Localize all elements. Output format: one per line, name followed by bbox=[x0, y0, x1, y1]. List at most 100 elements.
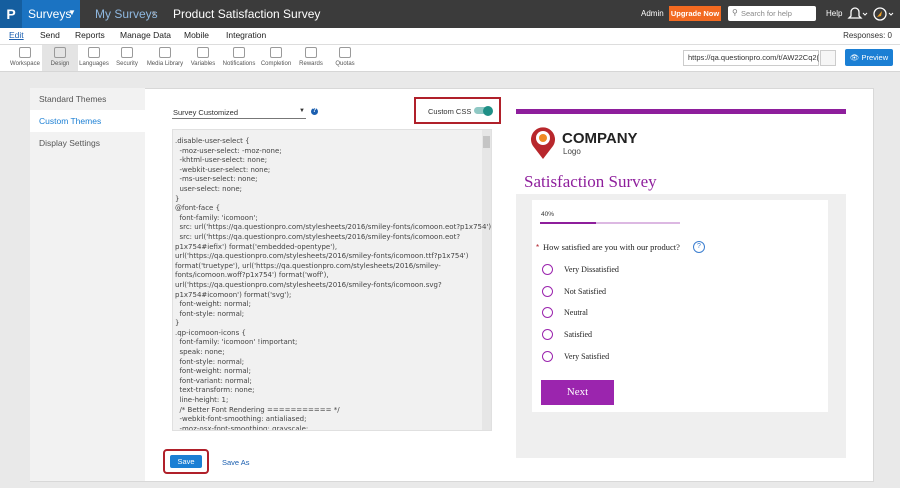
css-line: src: url('https://qa.questionpro.com/sty… bbox=[175, 223, 492, 232]
tool-label[interactable]: Variables bbox=[190, 61, 216, 67]
css-line: .qp-icomoon-icons { bbox=[175, 328, 246, 337]
css-line: -moz-osx-font-smoothing: grayscale; bbox=[175, 424, 309, 431]
scrollbar bbox=[482, 130, 491, 430]
progress-label: 40% bbox=[541, 211, 555, 218]
radio[interactable] bbox=[542, 264, 553, 275]
preview-label: Preview bbox=[861, 53, 889, 62]
menu-item[interactable]: Edit bbox=[9, 30, 24, 40]
sidebar-item[interactable]: Custom Themes bbox=[39, 116, 102, 126]
toolbar: https://qa.questionpro.com/t/AW22Cq2( 👁 … bbox=[0, 45, 900, 72]
radio[interactable] bbox=[542, 307, 553, 319]
css-editor[interactable]: .disable-user-select { -moz-user-select:… bbox=[172, 129, 492, 431]
css-line: url('https://qa.questionpro.com/styleshe… bbox=[175, 280, 442, 289]
option-label[interactable]: Neutral bbox=[564, 308, 588, 318]
preview-button[interactable]: 👁 Preview bbox=[845, 49, 893, 66]
css-line: p1x754#icomoon') format('svg'); bbox=[175, 290, 292, 299]
next-button[interactable]: Next bbox=[541, 380, 614, 405]
menu-item[interactable]: Mobile bbox=[184, 30, 210, 40]
toggle[interactable] bbox=[474, 105, 493, 116]
search-icon: ⚲ bbox=[732, 8, 738, 17]
css-line: user-select: none; bbox=[175, 184, 242, 193]
tool-icon bbox=[159, 47, 171, 58]
survey-url[interactable]: https://qa.questionpro.com/t/AW22Cq2( bbox=[683, 50, 819, 66]
css-line: -webkit-user-select: none; bbox=[175, 165, 271, 174]
responses-count: Responses: 0 bbox=[843, 31, 892, 40]
option-label[interactable]: Very Dissatisfied bbox=[564, 265, 619, 274]
search-placeholder: Search for help bbox=[741, 9, 792, 18]
radio[interactable] bbox=[542, 329, 553, 341]
menu-item[interactable]: Reports bbox=[75, 30, 105, 40]
top-bar: P Surveys ▼ My Surveys › Product Satisfa… bbox=[0, 0, 900, 28]
tool-icon bbox=[88, 47, 100, 58]
css-line: fonts/icomoon.woff?p1x754') format('woff… bbox=[175, 271, 329, 280]
tool-icon bbox=[233, 47, 245, 58]
tool-label[interactable]: Languages bbox=[79, 61, 109, 67]
sidebar-item[interactable]: Display Settings bbox=[39, 138, 100, 148]
tool-icon bbox=[197, 47, 209, 58]
tool-icon bbox=[270, 47, 282, 58]
css-line: /* Better Font Rendering =========== */ bbox=[175, 405, 340, 414]
menu-item[interactable]: Integration bbox=[226, 30, 267, 40]
menu-bar: Responses: 0 Edit Send Reports Manage Data M… bbox=[0, 28, 900, 45]
option-label[interactable]: Not Satisfied bbox=[564, 286, 606, 296]
tool-icon bbox=[19, 47, 31, 58]
save-as-link[interactable]: Save As bbox=[222, 458, 250, 467]
user-menu[interactable]: Admin bbox=[641, 9, 664, 18]
tool-label[interactable]: Media Library bbox=[146, 61, 184, 67]
css-line: -ms-user-select: none; bbox=[175, 175, 258, 184]
toggle-knob bbox=[483, 105, 493, 116]
css-line: -webkit-font-smoothing: antialiased; bbox=[175, 415, 307, 424]
question-text: How satisfied are you with our product? bbox=[543, 242, 680, 252]
breadcrumb-link[interactable]: My Surveys bbox=[95, 7, 158, 21]
tool-label[interactable]: Workspace bbox=[10, 61, 40, 67]
radio[interactable] bbox=[542, 285, 553, 297]
scroll-thumb bbox=[483, 136, 490, 148]
tool-icon bbox=[305, 47, 317, 58]
tool-label[interactable]: Completion bbox=[260, 61, 292, 67]
required-marker: * bbox=[536, 243, 540, 252]
css-line: font-family: 'icomoon'; bbox=[175, 213, 258, 222]
sidebar-item[interactable]: Standard Themes bbox=[39, 94, 107, 104]
progress-track bbox=[540, 222, 680, 224]
save-highlight: Save bbox=[163, 449, 209, 474]
custom-css-highlight: Custom CSS bbox=[414, 97, 501, 124]
tool-label[interactable]: Rewards bbox=[299, 61, 323, 67]
header-icons[interactable] bbox=[846, 6, 894, 22]
save-button[interactable]: Save bbox=[170, 455, 202, 468]
upgrade-button[interactable]: Upgrade Now bbox=[669, 6, 721, 21]
tool-label[interactable]: Design bbox=[50, 61, 70, 67]
logo: P bbox=[0, 0, 22, 28]
css-line: font-variant: normal; bbox=[175, 376, 252, 385]
css-line: format('truetype'), url('https://qa.ques… bbox=[175, 261, 441, 270]
css-line: @font-face { bbox=[175, 204, 221, 213]
tool-label[interactable]: Security bbox=[116, 61, 138, 67]
sidebar: Standard Themes Custom Themes Display Sett… bbox=[30, 88, 145, 481]
css-line: -khtml-user-select: none; bbox=[175, 156, 268, 165]
help-icon[interactable]: ? bbox=[311, 108, 318, 115]
css-line: font-weight: normal; bbox=[175, 367, 251, 376]
tool-active-bg bbox=[42, 45, 78, 71]
search-box[interactable]: ⚲ Search for help bbox=[728, 6, 816, 21]
option-label[interactable]: Satisfied bbox=[564, 330, 592, 340]
question-help[interactable]: ? bbox=[693, 241, 705, 253]
preview-top-bar bbox=[516, 109, 846, 114]
tool-label[interactable]: Quotas bbox=[335, 61, 355, 67]
option-label[interactable]: Very Satisfied bbox=[564, 351, 610, 361]
radio[interactable] bbox=[542, 350, 553, 362]
app-menu[interactable]: P Surveys ▼ bbox=[0, 0, 80, 28]
theme-select[interactable]: Survey Customized ▼ bbox=[172, 105, 306, 119]
css-line: speak: none; bbox=[175, 348, 225, 357]
copy-button[interactable] bbox=[820, 50, 836, 66]
caret: ▼ bbox=[299, 108, 305, 114]
help-link[interactable]: Help bbox=[826, 9, 843, 18]
css-line: .disable-user-select { bbox=[175, 137, 250, 145]
css-line: url('https://qa.questionpro.com/styleshe… bbox=[175, 252, 469, 261]
menu-item[interactable]: Send bbox=[40, 30, 60, 40]
tool-label[interactable]: Notifications bbox=[222, 61, 256, 67]
menu-item[interactable]: Manage Data bbox=[120, 30, 172, 40]
tool-icon bbox=[121, 47, 133, 58]
tool-icon bbox=[339, 47, 351, 58]
app-menu-label: Surveys bbox=[28, 7, 72, 21]
custom-css-label: Custom CSS bbox=[428, 107, 472, 116]
